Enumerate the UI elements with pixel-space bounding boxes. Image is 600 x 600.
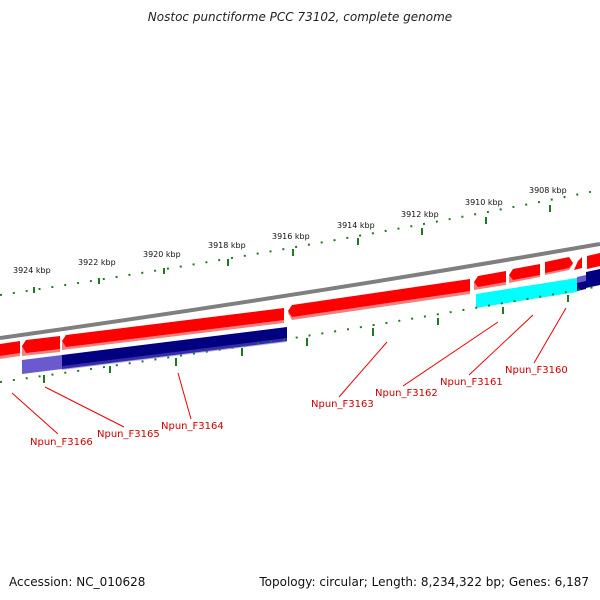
scale-label-3924: 3924 kbp	[13, 266, 51, 275]
scale-label-3910: 3910 kbp	[465, 198, 503, 207]
gene-label-npun-f3166: Npun_F3166	[30, 437, 93, 448]
scale-label-3908: 3908 kbp	[529, 186, 567, 195]
scale-label-3920: 3920 kbp	[143, 250, 181, 259]
annotation-cyan	[476, 278, 577, 308]
scale-label-3916: 3916 kbp	[272, 232, 310, 241]
accession-label: Accession: NC_010628	[9, 575, 146, 589]
gene-label-npun-f3163: Npun_F3163	[311, 399, 374, 410]
inner-scale	[0, 285, 600, 383]
leader-npun-f3161	[468, 314, 534, 376]
gene-label-npun-f3161: Npun_F3161	[440, 377, 503, 388]
cds-npun-f3162	[474, 271, 506, 287]
leader-npun-f3162	[402, 321, 499, 387]
annotation-track	[22, 269, 600, 374]
cds-npun-f3165	[22, 336, 60, 353]
cds-edge	[587, 253, 600, 269]
cds-npun-f3164	[62, 308, 284, 347]
leader-npun-f3166	[11, 392, 59, 435]
cds-npun-f3161	[509, 264, 540, 280]
leader-npun-f3164	[177, 372, 192, 420]
annotation-dark-1-shadow	[62, 338, 287, 370]
leader-npun-f3163	[338, 341, 388, 398]
scale-label-3918: 3918 kbp	[208, 241, 246, 250]
genome-backbone	[0, 242, 600, 340]
cds-small	[574, 257, 582, 270]
genome-summary: Topology: circular; Length: 8,234,322 bp…	[259, 575, 589, 589]
scale-label-3912: 3912 kbp	[401, 210, 439, 219]
gene-label-npun-f3160: Npun_F3160	[505, 365, 568, 376]
map-title: Nostoc punctiforme PCC 73102, complete g…	[147, 10, 453, 24]
cds-track	[0, 253, 600, 359]
leader-lines	[11, 307, 567, 435]
scale-label-3922: 3922 kbp	[78, 258, 116, 267]
gene-label-npun-f3164: Npun_F3164	[161, 421, 224, 432]
gene-label-npun-f3162: Npun_F3162	[375, 388, 438, 399]
scale-label-3914: 3914 kbp	[337, 221, 375, 230]
annotation-dark-2-b	[586, 269, 600, 288]
cds-npun-f3163	[288, 279, 470, 317]
outer-scale: 3924 kbp 3922 kbp 3920 kbp 3918 kbp 3916…	[0, 186, 600, 296]
cds-npun-f3166	[0, 341, 20, 356]
cds-npun-f3160	[545, 257, 573, 273]
leader-npun-f3165	[44, 386, 125, 428]
annotation-light-1	[22, 355, 62, 374]
gene-label-npun-f3165: Npun_F3165	[97, 429, 160, 440]
annotation-dark-1	[62, 327, 287, 369]
leader-npun-f3160	[533, 307, 567, 364]
annotation-dark-2-a	[577, 281, 586, 291]
